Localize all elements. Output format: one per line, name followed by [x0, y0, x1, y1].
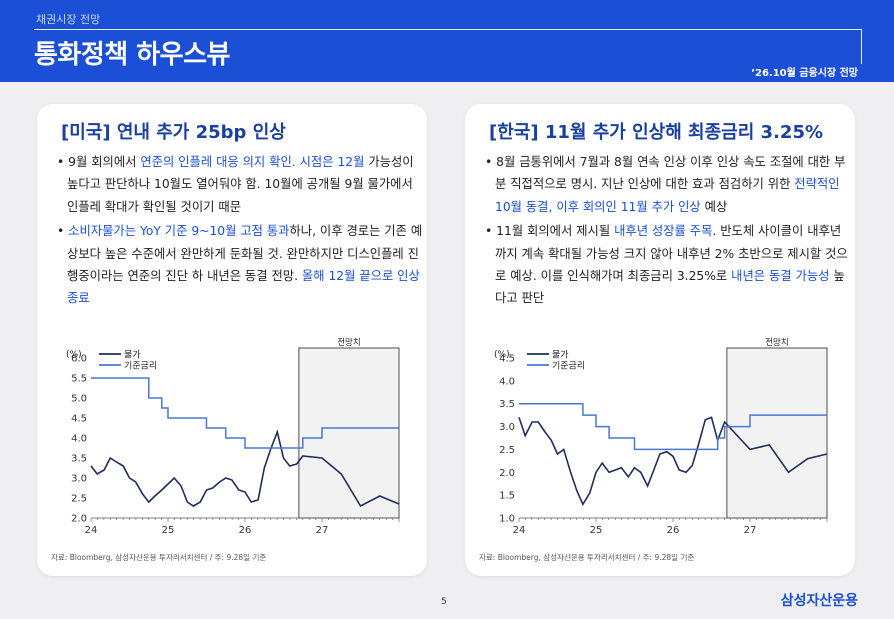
- x-tick-label: 26: [667, 525, 680, 536]
- bullet-text: 9월 회의에서: [68, 155, 141, 169]
- highlighted-text: 전략적인 10월 동결, 이후 회의인 11월 추가 인상: [495, 177, 840, 214]
- bullet-text: 예상: [700, 199, 728, 214]
- legend-label: 물가: [552, 350, 569, 361]
- series-line-policy-rate: [91, 377, 399, 449]
- legend-label: 기준금리: [552, 361, 585, 372]
- header-divider-vertical: [861, 29, 862, 64]
- series-line-policy-rate: [519, 402, 827, 451]
- us-chart: 전망치 (%) 2.0 2.5 3.0 3.5 4.0 4.5 5.0 5.5 6.0 24 25 26 2…: [66, 337, 400, 536]
- bullet-text: 11월 회의에서 제시될: [496, 224, 615, 239]
- bullet-text: 가능성이 높다고 판단하나 10월도 열어둬야 함. 10월에 공개될 9월 물…: [67, 155, 414, 214]
- x-tick-label: 27: [744, 525, 757, 536]
- x-tick-label: 27: [316, 525, 329, 536]
- y-unit-label: (%): [66, 350, 82, 360]
- highlighted-text: 내년은 동결 가능성: [731, 269, 830, 284]
- y-tick-label: 2.5: [499, 445, 515, 456]
- forecast-region: [298, 347, 400, 519]
- bullet-text: 높다고 판단: [495, 269, 845, 306]
- forecast-label: 전망치: [337, 337, 360, 348]
- header-divider: [34, 29, 861, 30]
- section-kicker: 채권시장 전망: [36, 13, 101, 26]
- korea-bullet-1: • 8월 금통위에서 7월과 8월 연속 인상 이후 인상 속도 조절에 대한 …: [485, 155, 846, 214]
- legend-label: 기준금리: [124, 361, 157, 372]
- us-bullet-list: • 9월 회의에서 연준의 인플레 대응 의지 확인. 시점은 12월 가능성이…: [57, 151, 423, 312]
- y-tick-label: 3.5: [71, 454, 87, 465]
- highlighted-text: 올해 12월 끝으로 인상 종료: [67, 269, 420, 306]
- korea-policy-card: [한국] 11월 추가 인상해 최종금리 3.25% • 8월 금통위에서 7월…: [465, 104, 855, 576]
- header-bar: 채권시장 전망 통화정책 하우스뷰 ’26.10월 금융시장 전망: [0, 0, 894, 82]
- us-chart-source: 자료: Bloomberg, 삼성자산운용 투자리서치센터 / 주: 9.28일…: [51, 553, 267, 562]
- y-tick-label: 3.5: [499, 399, 515, 410]
- y-tick-label: 6.0: [71, 354, 87, 365]
- y-tick-label: 2.5: [71, 494, 87, 505]
- series-line-inflation: [518, 416, 828, 507]
- report-date: ’26.10월 금융시장 전망: [751, 68, 858, 79]
- us-bullet-1: • 9월 회의에서 연준의 인플레 대응 의지 확인. 시점은 12월 가능성이…: [57, 155, 414, 214]
- korea-bullet-list: • 8월 금통위에서 7월과 8월 연속 인상 이후 인상 속도 조절에 대한 …: [485, 151, 851, 312]
- y-tick-label: 3.0: [499, 422, 515, 433]
- y-tick-label: 3.0: [71, 474, 87, 485]
- korea-chart-source: 자료: Bloomberg, 삼성자산운용 투자리서치센터 / 주: 9.28일…: [479, 553, 695, 562]
- y-tick-label: 4.0: [499, 376, 515, 387]
- page-title: 통화정책 하우스뷰: [34, 40, 230, 70]
- y-tick-label: 2.0: [499, 468, 515, 479]
- page-number: 5: [441, 597, 447, 607]
- korea-bullet-2: • 11월 회의에서 제시될 내후년 성장률 주목. 반도체 사이클이 내후년까…: [485, 224, 848, 306]
- legend-label: 물가: [124, 350, 141, 361]
- x-tick-label: 24: [513, 525, 526, 536]
- bullet-text: 하나, 이후 경로는 기존 예상보다 높은 수준에서 완만하게 둔화될 것. 완…: [67, 224, 423, 284]
- forecast-label: 전망치: [765, 337, 788, 348]
- korea-card-title: [한국] 11월 추가 인상해 최종금리 3.25%: [489, 122, 823, 143]
- korea-chart: 전망치 (%) 1.0 1.5 2.0 2.5 3.0 3.5 4.0 4.5 24 25 26 27 물가…: [494, 337, 828, 536]
- y-tick-label: 1.5: [499, 491, 515, 502]
- highlighted-text: 내후년 성장률 주목: [614, 224, 713, 239]
- x-tick-label: 26: [239, 525, 252, 536]
- bullet-text: . 반도체 사이클이 내후년까지 계속 확대될 가능성 크지 않아 내후년 2%…: [495, 224, 848, 284]
- bullet-text: 8월 금통위에서 7월과 8월 연속 인상 이후 인상 속도 조절에 대한 부분…: [495, 155, 846, 192]
- series-line-inflation: [90, 429, 400, 508]
- forecast-region: [726, 347, 828, 519]
- us-card-title: [미국] 연내 추가 25bp 인상: [61, 122, 286, 143]
- y-unit-label: (%): [494, 350, 510, 360]
- x-tick-label: 25: [590, 525, 603, 536]
- company-logo: 삼성자산운용: [780, 593, 858, 609]
- x-tick-label: 25: [162, 525, 175, 536]
- highlighted-text: 연준의 인플레 대응 의지 확인. 시점은 12월: [140, 155, 365, 169]
- y-tick-label: 4.5: [499, 354, 515, 365]
- y-tick-label: 5.0: [71, 394, 87, 405]
- y-tick-label: 4.5: [71, 414, 87, 425]
- highlighted-text: 소비자물가는 YoY 기준 9~10월 고점 통과: [68, 224, 290, 239]
- us-policy-card: [미국] 연내 추가 25bp 인상 • 9월 회의에서 연준의 인플레 대응 …: [37, 104, 427, 576]
- y-tick-label: 2.0: [71, 514, 87, 525]
- us-bullet-2: • 소비자물가는 YoY 기준 9~10월 고점 통과하나, 이후 경로는 기존…: [57, 224, 423, 306]
- y-tick-label: 5.5: [71, 374, 87, 385]
- y-tick-label: 1.0: [499, 514, 515, 525]
- x-tick-label: 24: [85, 525, 98, 536]
- y-tick-label: 4.0: [71, 434, 87, 445]
